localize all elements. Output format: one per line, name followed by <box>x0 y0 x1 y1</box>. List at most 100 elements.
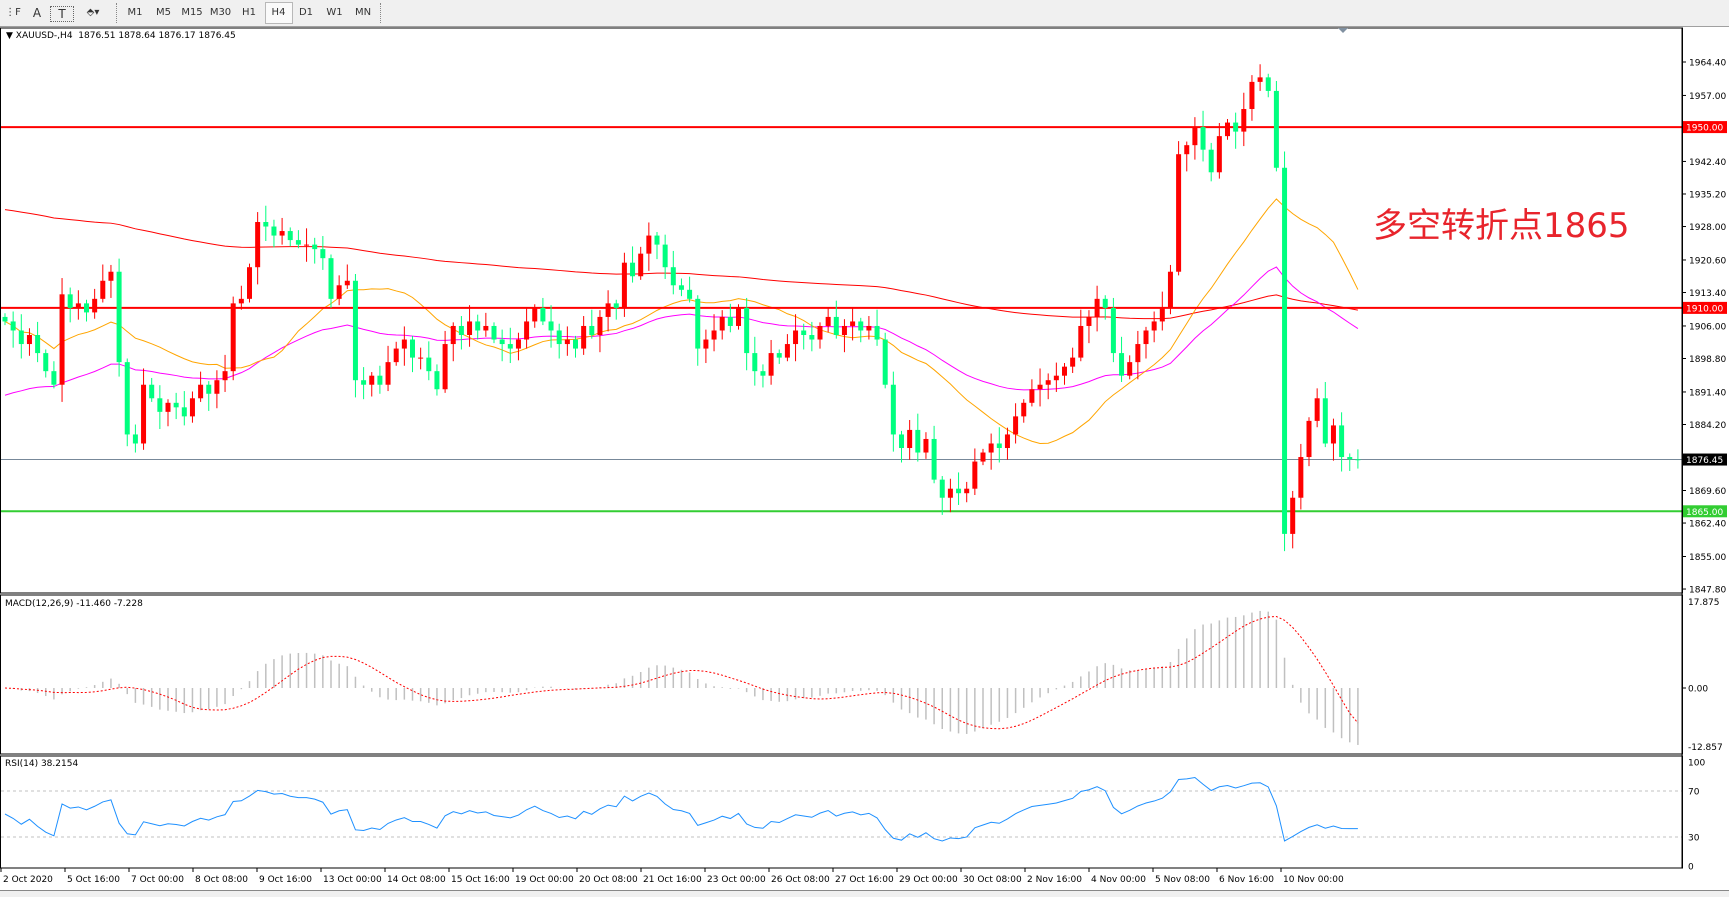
candle-bear <box>10 321 16 331</box>
candle-bear <box>548 321 554 331</box>
macd-tick-label: -12.857 <box>1688 743 1723 753</box>
time-tick-label: 9 Oct 16:00 <box>259 875 312 885</box>
candle-bear <box>312 244 318 250</box>
periodicity-icon[interactable]: ⋮F <box>5 7 21 18</box>
candle-bear <box>320 249 326 259</box>
time-tick-label: 2 Oct 2020 <box>3 875 53 885</box>
time-tick-label: 27 Oct 16:00 <box>835 875 894 885</box>
candle-bear <box>361 380 367 385</box>
candle-bull <box>1184 145 1190 155</box>
candle-bull <box>907 429 913 449</box>
timeframe-m30-button[interactable]: M30 <box>209 7 232 18</box>
candle-bear <box>589 325 595 336</box>
candle-bear <box>206 384 212 394</box>
candle-bull <box>442 344 448 390</box>
candle-bear <box>124 362 130 435</box>
timeframe-h1-button[interactable]: H1 <box>242 7 256 18</box>
time-tick-label: 7 Oct 00:00 <box>131 875 184 885</box>
candle-bull <box>230 303 236 372</box>
candle-bull <box>483 325 489 331</box>
candle-bear <box>687 289 693 299</box>
time-tick-label: 2 Nov 16:00 <box>1027 875 1082 885</box>
candle-bear <box>727 316 733 326</box>
candle-bull <box>646 235 652 254</box>
candle-bear <box>1200 127 1206 150</box>
price-tick-label: 1884.20 <box>1689 421 1726 431</box>
candle-bull <box>92 298 98 313</box>
timeframe-d1-button[interactable]: D1 <box>298 7 314 18</box>
timeframe-w1-button[interactable]: W1 <box>326 7 343 18</box>
candle-bull <box>238 298 244 304</box>
candle-bull <box>189 398 195 417</box>
candle-bear <box>776 353 782 358</box>
text-label-icon[interactable]: T <box>50 6 74 22</box>
candle-bull <box>108 271 114 281</box>
candle-bull <box>165 402 171 412</box>
candle-bull <box>1013 416 1019 435</box>
candle-bear <box>43 353 49 372</box>
candle-bear <box>654 235 660 245</box>
time-tick-label: 5 Oct 16:00 <box>67 875 120 885</box>
candle-bear <box>475 321 481 331</box>
chart-area[interactable]: 1964.40 1957.00 1942.40 1935.20 1928.00 1920.… <box>0 27 1729 890</box>
candle-bear <box>890 384 896 435</box>
candle-bear <box>157 398 163 412</box>
candle-bear <box>695 298 701 349</box>
bottom-strip <box>0 890 1729 897</box>
candle-bear <box>377 375 383 385</box>
macd-tick-label: 0.00 <box>1688 685 1708 695</box>
rsi-label: RSI(14) 38.2154 <box>5 759 79 769</box>
candle-bear <box>458 325 464 336</box>
price-tick-label: 1935.20 <box>1689 190 1726 200</box>
candle-bear <box>116 271 122 363</box>
candle-bull <box>247 267 252 299</box>
macd-label: MACD(12,26,9) -11.460 -7.228 <box>5 599 143 609</box>
level-label-bg <box>1683 121 1727 134</box>
candle-bear <box>956 488 962 494</box>
rsi-panel <box>0 755 1683 869</box>
timeframe-mn-button[interactable]: MN <box>354 7 372 18</box>
candle-bull <box>255 222 261 268</box>
candle-bull <box>1070 357 1076 367</box>
candle-bear <box>51 371 57 385</box>
symbol-label: XAUUSD-,H4 <box>15 31 73 41</box>
candle-bull <box>972 461 978 489</box>
candle-bull <box>768 353 774 376</box>
candle-bull <box>222 371 228 381</box>
candle-bull <box>1062 366 1067 376</box>
main-panel <box>0 27 1683 594</box>
candle-bear <box>996 443 1002 449</box>
timeframe-m5-button[interactable]: M5 <box>156 7 171 18</box>
candle-bull <box>1216 136 1222 173</box>
candle-bull <box>1314 398 1320 421</box>
time-tick-label: 23 Oct 00:00 <box>707 875 766 885</box>
candle-bull <box>736 307 741 326</box>
candle-bear <box>1347 457 1353 460</box>
price-tick-label: 1942.40 <box>1689 158 1726 168</box>
candle-bull <box>1078 325 1084 358</box>
time-tick-label: 26 Oct 08:00 <box>771 875 830 885</box>
timeframe-m1-button[interactable]: M1 <box>127 7 143 18</box>
candle-bull <box>793 330 799 345</box>
candle-bear <box>434 371 440 390</box>
price-tick-label: 1869.60 <box>1689 487 1726 497</box>
text-icon[interactable]: A <box>32 6 42 20</box>
rsi-line <box>4 777 1358 842</box>
candle-bear <box>507 344 513 349</box>
candle-bear <box>18 330 24 345</box>
candle-bull <box>1241 109 1247 132</box>
timeframe-h4-button[interactable]: H4 <box>264 2 293 24</box>
collapse-triangle-icon[interactable]: ▼ <box>6 31 16 41</box>
candle-bull <box>1306 420 1312 458</box>
level-label: 1876.45 <box>1686 456 1723 466</box>
time-tick-label: 21 Oct 16:00 <box>643 875 702 885</box>
candle-bull <box>638 253 644 277</box>
candle-bear <box>931 438 937 480</box>
arrows-icon[interactable]: ⬘▾ <box>86 7 100 18</box>
candle-bull <box>214 380 220 394</box>
timeframe-m15-button[interactable]: M15 <box>181 7 203 18</box>
candle-bull <box>719 316 725 331</box>
candle-bull <box>1086 316 1092 326</box>
candle-bull <box>1094 298 1100 317</box>
candle-bull <box>1127 362 1133 376</box>
